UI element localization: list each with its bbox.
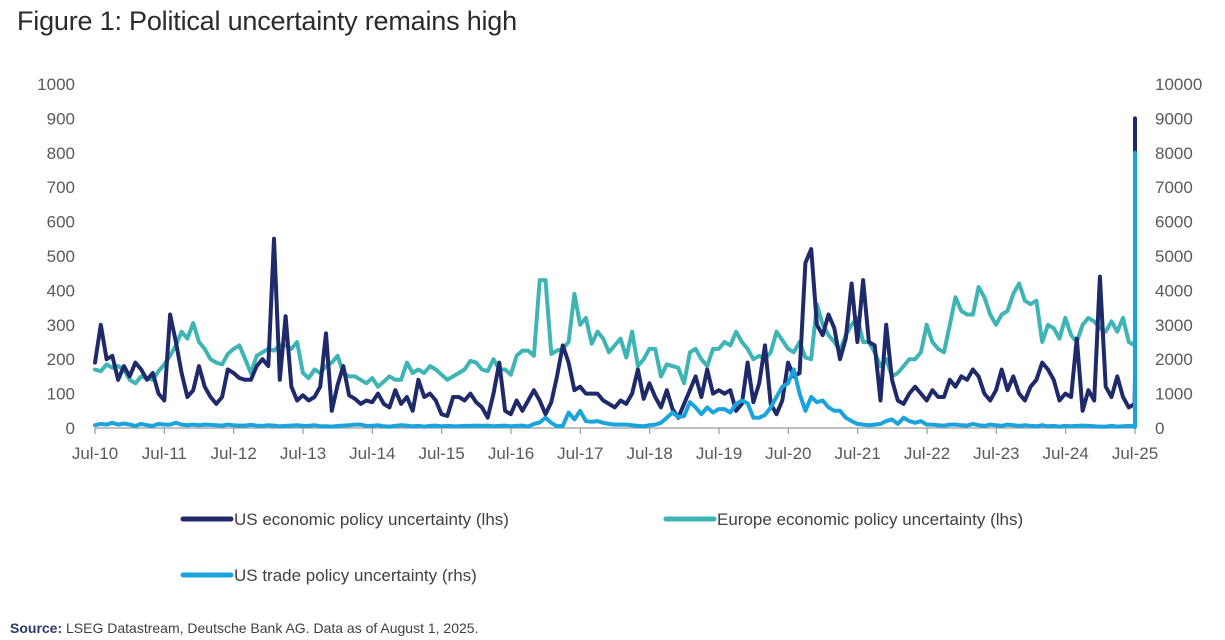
series-lines	[93, 116, 1137, 429]
left-tick-label: 0	[66, 419, 75, 438]
series-line	[93, 116, 1137, 420]
right-tick-label: 4000	[1155, 281, 1193, 300]
x-tick-label: Jul-12	[211, 444, 257, 463]
x-tick-label: Jul-15	[419, 444, 465, 463]
chart: 0 100 200 300 400 500 600 700 800 900 1000 0 1000 20…	[37, 75, 1202, 585]
right-tick-label: 10000	[1155, 75, 1202, 94]
right-tick-label: 0	[1155, 419, 1164, 438]
x-tick-label: Jul-13	[280, 444, 326, 463]
left-tick-label: 700	[47, 178, 75, 197]
x-tick-label: Jul-22	[904, 444, 950, 463]
x-tick-label: Jul-20	[765, 444, 811, 463]
left-tick-label: 800	[47, 144, 75, 163]
left-tick-label: 1000	[37, 75, 75, 94]
x-tick-label: Jul-16	[488, 444, 534, 463]
left-y-axis: 0 100 200 300 400 500 600 700 800 900 1000	[37, 75, 75, 438]
left-tick-label: 400	[47, 281, 75, 300]
right-y-axis: 0 1000 2000 3000 4000 5000 6000 7000 8000 9000 100…	[1155, 75, 1202, 438]
x-tick-label: Jul-10	[72, 444, 118, 463]
series-line	[93, 150, 1137, 429]
right-tick-label: 7000	[1155, 178, 1193, 197]
x-tick-label: Jul-14	[349, 444, 395, 463]
left-tick-label: 300	[47, 316, 75, 335]
x-tick-label: Jul-17	[557, 444, 603, 463]
left-tick-label: 900	[47, 109, 75, 128]
chart-title: Figure 1: Political uncertainty remains …	[17, 6, 517, 36]
legend-label: Europe economic policy uncertainty (lhs)	[717, 510, 1023, 529]
source-text: LSEG Datastream, Deutsche Bank AG. Data …	[62, 620, 479, 636]
x-tick-label: Jul-19	[696, 444, 742, 463]
x-tick-label: Jul-18	[627, 444, 673, 463]
legend: US economic policy uncertainty (lhs) Euro…	[180, 510, 1023, 585]
right-tick-label: 3000	[1155, 316, 1193, 335]
x-tick-label: Jul-11	[142, 444, 187, 463]
left-tick-label: 200	[47, 350, 75, 369]
right-tick-label: 9000	[1155, 109, 1193, 128]
legend-label: US economic policy uncertainty (lhs)	[234, 510, 509, 529]
legend-label: US trade policy uncertainty (rhs)	[234, 566, 477, 585]
series-line	[93, 164, 1137, 389]
source-note: Source: LSEG Datastream, Deutsche Bank A…	[10, 620, 478, 636]
right-tick-label: 2000	[1155, 350, 1193, 369]
x-axis: Jul-10 Jul-11 Jul-12 Jul-13 Jul-14 Jul-15 Jul-…	[72, 428, 1158, 463]
source-label: Source:	[10, 620, 63, 636]
x-tick-label: Jul-21	[835, 444, 881, 463]
x-tick-label: Jul-25	[1112, 444, 1158, 463]
right-tick-label: 8000	[1155, 144, 1193, 163]
left-tick-label: 100	[47, 385, 75, 404]
left-tick-label: 600	[47, 213, 75, 232]
right-tick-label: 1000	[1155, 385, 1193, 404]
right-tick-label: 6000	[1155, 213, 1193, 232]
right-tick-label: 5000	[1155, 247, 1193, 266]
left-tick-label: 500	[47, 247, 75, 266]
x-tick-label: Jul-23	[973, 444, 1019, 463]
x-tick-label: Jul-24	[1043, 444, 1089, 463]
